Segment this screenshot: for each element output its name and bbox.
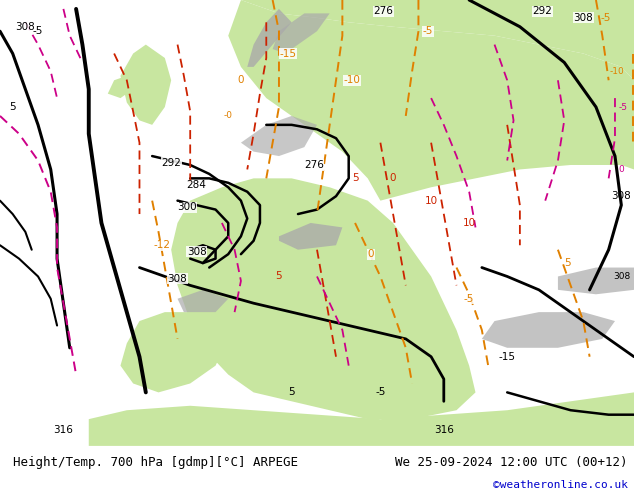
Text: -15: -15: [280, 49, 297, 58]
Text: We 25-09-2024 12:00 UTC (00+12): We 25-09-2024 12:00 UTC (00+12): [395, 456, 628, 469]
Polygon shape: [273, 13, 330, 53]
Text: 308: 308: [614, 272, 631, 281]
Text: 0: 0: [390, 173, 396, 183]
Text: 316: 316: [434, 425, 454, 435]
Text: -12: -12: [153, 240, 170, 250]
Text: 308: 308: [573, 13, 593, 23]
Text: -10: -10: [610, 67, 624, 76]
Polygon shape: [241, 116, 317, 156]
Polygon shape: [171, 178, 476, 419]
Text: 308: 308: [167, 274, 188, 284]
Text: 292: 292: [532, 6, 552, 16]
Text: 5: 5: [10, 102, 16, 112]
Polygon shape: [482, 312, 615, 348]
Text: ©weatheronline.co.uk: ©weatheronline.co.uk: [493, 480, 628, 490]
Text: 276: 276: [304, 160, 324, 170]
Text: 0: 0: [618, 165, 624, 174]
Text: 0: 0: [368, 249, 374, 259]
Text: -5: -5: [423, 26, 433, 36]
Text: -5: -5: [33, 26, 43, 36]
Text: 308: 308: [15, 22, 36, 32]
Polygon shape: [558, 268, 634, 294]
Text: 284: 284: [186, 180, 207, 190]
Polygon shape: [120, 312, 228, 392]
Text: 5: 5: [276, 271, 282, 281]
Text: 308: 308: [611, 191, 631, 201]
Text: 5: 5: [288, 388, 295, 397]
Text: -5: -5: [464, 294, 474, 304]
Text: -5: -5: [375, 388, 385, 397]
Polygon shape: [279, 223, 342, 250]
Text: 0: 0: [238, 75, 244, 85]
Polygon shape: [228, 0, 634, 201]
Text: -5: -5: [618, 102, 627, 112]
Polygon shape: [241, 0, 634, 80]
Text: 316: 316: [53, 425, 74, 435]
Text: 308: 308: [186, 247, 207, 257]
Text: -5: -5: [600, 13, 611, 23]
Polygon shape: [178, 290, 228, 312]
Text: -0: -0: [224, 111, 233, 121]
Text: Height/Temp. 700 hPa [gdmp][°C] ARPEGE: Height/Temp. 700 hPa [gdmp][°C] ARPEGE: [13, 456, 298, 469]
Polygon shape: [89, 392, 634, 446]
Text: 276: 276: [373, 6, 394, 16]
Text: 300: 300: [178, 202, 197, 212]
Polygon shape: [120, 45, 171, 125]
Polygon shape: [247, 9, 292, 67]
Text: -10: -10: [344, 75, 360, 85]
Polygon shape: [108, 76, 133, 98]
Text: -15: -15: [499, 352, 515, 362]
Text: 10: 10: [463, 218, 476, 228]
Text: 10: 10: [425, 196, 437, 206]
Text: 5: 5: [564, 258, 571, 268]
Text: 5: 5: [352, 173, 358, 183]
Text: 292: 292: [161, 158, 181, 168]
